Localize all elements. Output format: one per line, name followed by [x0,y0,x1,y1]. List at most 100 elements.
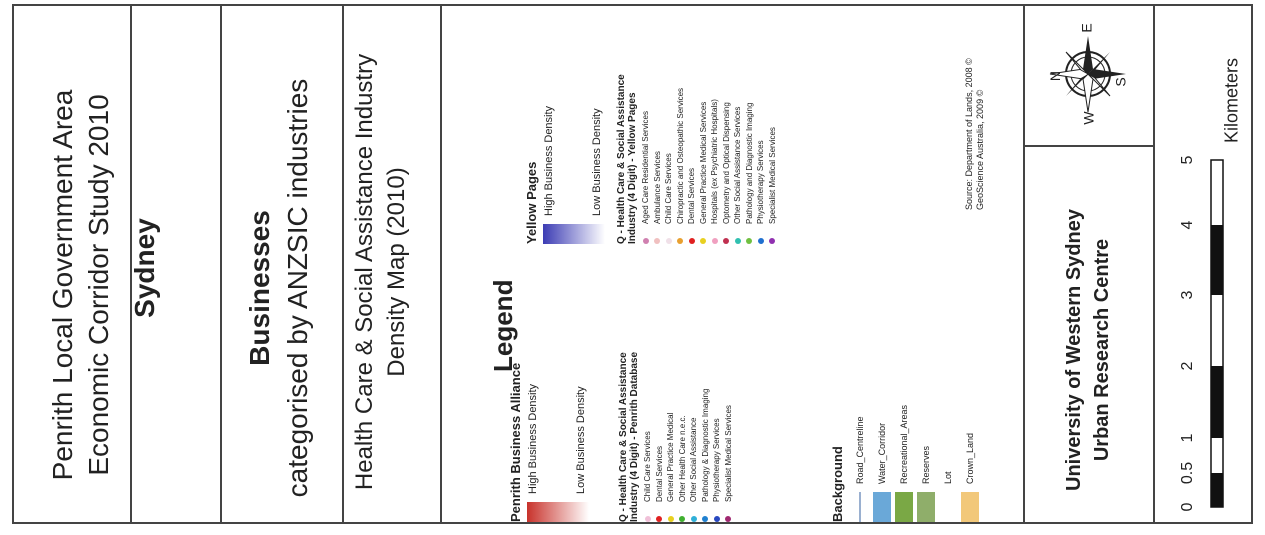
yellow-pages-low-label: Low Business Density [591,108,603,216]
q-penrith-label: Other Health Care n.e.c. [677,415,687,502]
q-penrith-label: Physiotherapy Services [712,418,722,502]
q-yellow-items: Aged Care Residential Services Ambulance … [640,4,778,244]
organization-line1: University of Western Sydney [1063,209,1085,491]
divider [220,4,222,524]
scale-tick-label: 0 [1179,502,1196,512]
background-swatch-icon [895,492,913,522]
legend-panel: Legend Penrith Business Alliance High Bu… [478,9,1058,522]
source-note: Source: Department of Lands, 2008 © GeoS… [964,58,986,210]
study-title: Penrith Local Government Area Economic C… [45,35,117,535]
q-yellow-item: Pathology and Diagnostic Imaging [744,4,756,244]
subject-heading: Businesses [244,210,275,366]
background-legend-title: Background [830,446,845,522]
yellow-pages-density-ramp [543,224,605,244]
compass-w: W [1080,111,1097,125]
divider [1023,4,1025,524]
q-yellow-item: General Practice Medical Services [698,4,710,244]
map-layout-frame [12,4,1253,524]
yellow-pages-high-label: High Business Density [543,105,555,216]
background-item: Lot [937,262,959,522]
q-yellow-item: Child Care Services [663,4,675,244]
background-swatch-icon [917,492,935,522]
organization: University of Western Sydney Urban Resea… [1060,200,1120,500]
legend-dot-icon [665,238,672,244]
q-penrith-legend: Q - Health Care & Social Assistance Indu… [618,262,734,522]
background-label: Crown_Land [965,432,975,484]
scale-tick-label: 4 [1179,220,1196,230]
q-yellow-item: Physiotherapy Services [755,4,767,244]
q-yellow-label: Chiropractic and Osteopathic Services [675,87,685,224]
background-item: Water_Corridor [871,262,893,522]
legend-dot-icon [746,238,753,244]
legend-dot-icon [711,238,718,244]
scale-bar: 0 0.5 1 2 3 4 5 Kilometers [1160,10,1250,520]
region-label: Sydney [129,218,160,318]
q-yellow-label: Specialist Medical Services [767,127,777,224]
q-penrith-items: Child Care Services Dental Services Genera… [642,262,734,522]
organization-line2: Urban Research Centre [1091,238,1113,462]
legend-dot-icon [700,238,707,244]
q-yellow-label: General Practice Medical Services [698,101,708,224]
q-yellow-item: Dental Services [686,4,698,244]
q-yellow-item: Ambulance Services [652,4,664,244]
background-item: Road_Centreline [849,262,871,522]
q-penrith-title-line2: Industry (4 Digit) - Penrith Database [629,351,640,522]
divider [1153,4,1155,524]
q-penrith-item: Physiotherapy Services [711,262,723,522]
q-yellow-label: Dental Services [687,167,697,224]
divider [1023,145,1155,147]
compass-rose-icon [1049,36,1126,113]
legend-dot-icon [757,238,764,244]
legend-dot-icon [723,238,730,244]
scale-tick-label: 1 [1179,433,1196,443]
q-yellow-label: Optometry and Optical Dispensing [721,102,731,224]
q-yellow-item: Hospitals (ex Psychiatric Hospitals) [709,4,721,244]
legend-dot-icon [656,516,663,522]
scale-unit: Kilometers [1221,57,1242,144]
background-swatch-icon [961,492,979,522]
background-label: Lot [943,471,953,484]
yellow-pages-legend-title: Yellow Pages [524,161,539,244]
legend-dot-icon [644,516,651,522]
scale-tick-label: 0.5 [1179,461,1196,485]
q-penrith-item: Other Health Care n.e.c. [677,262,689,522]
q-yellow-legend: Q - Health Care & Social Assistance Indu… [616,4,778,244]
q-yellow-label: Child Care Services [664,153,674,224]
background-item: Recreational_Areas [893,262,915,522]
q-yellow-label: Other Social Assistance Services [733,106,743,224]
q-yellow-item: Specialist Medical Services [767,4,779,244]
divider [130,4,132,524]
subject-title: Businesses categorised by ANZSIC industr… [241,73,321,503]
scale-tick-label: 2 [1179,361,1196,371]
q-penrith-item: Specialist Medical Services [723,262,735,522]
penrith-high-label: High Business Density [527,383,539,494]
background-item: Reserves [915,262,937,522]
legend-dot-icon [688,238,695,244]
scale-bar-graphic [1210,159,1224,508]
divider [440,4,442,524]
divider [342,4,344,524]
source-line1: Source: Department of Lands, 2008 © [964,58,974,210]
scale-tick-label: 5 [1179,155,1196,165]
study-title-line1: Penrith Local Government Area [47,89,78,481]
q-yellow-title-line1: Q - Health Care & Social Assistance [616,74,627,244]
background-swatch-icon [873,492,891,522]
background-label: Recreational_Areas [899,404,909,484]
legend-dot-icon [690,516,697,522]
q-yellow-label: Hospitals (ex Psychiatric Hospitals) [710,99,720,224]
background-item: Crown_Land [959,262,981,522]
q-penrith-item: Dental Services [654,262,666,522]
penrith-legend-title: Penrith Business Alliance [508,362,523,522]
study-title-line2: Economic Corridor Study 2010 [83,94,114,476]
q-yellow-item: Other Social Assistance Services [732,4,744,244]
q-penrith-item: Child Care Services [642,262,654,522]
q-yellow-title-line2: Industry (4 Digit) - Yellow Pages [627,92,638,244]
legend-dot-icon [667,516,674,522]
background-items: Road_Centreline Water_Corridor Recreationa… [849,262,981,522]
background-label: Reserves [921,445,931,484]
q-yellow-item: Chiropractic and Osteopathic Services [675,4,687,244]
compass-e: E [1078,23,1095,33]
map-title-line1: Health Care & Social Assistance Industry [351,53,378,491]
q-penrith-item: Pathology & Diagnostic Imaging [700,262,712,522]
background-swatch-icon [939,492,957,522]
